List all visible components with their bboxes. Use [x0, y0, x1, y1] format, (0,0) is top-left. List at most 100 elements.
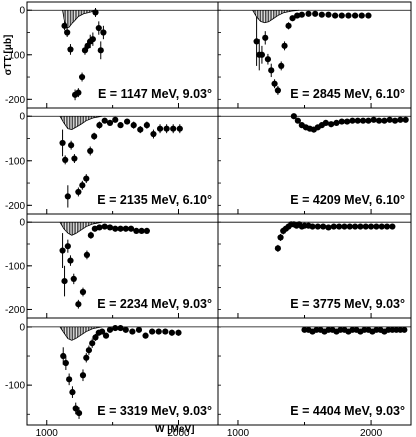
data-point: [133, 227, 140, 235]
data-point: [79, 288, 87, 296]
model-curve: [59, 115, 103, 131]
data-point: [162, 328, 169, 335]
data-point: [122, 326, 129, 333]
data-point: [358, 12, 365, 19]
data-point: [176, 125, 183, 132]
data-point: [61, 277, 68, 285]
data-point: [274, 245, 281, 252]
panel-1: -200 -100 0 E = 1147 MeV, 9.03°: [5, 1, 219, 109]
panel-4: E = 4209 MeV, 6.10°: [217, 107, 412, 215]
data-point: [75, 188, 82, 196]
data-points: [59, 223, 150, 309]
x-tick-label: 1000: [227, 428, 250, 437]
data-point: [59, 139, 66, 147]
data-point: [285, 22, 292, 29]
data-point: [122, 225, 129, 232]
y-tick-label: -100: [5, 50, 25, 61]
data-point: [66, 376, 73, 383]
data-point: [101, 117, 108, 124]
model-band: [59, 115, 103, 131]
data-point: [100, 29, 107, 36]
y-tick-label: 0: [19, 218, 25, 229]
data-point: [91, 133, 98, 140]
y-tick-label: 0: [19, 112, 25, 123]
model-band: [62, 9, 97, 29]
panel-label: E = 4209 MeV, 6.10°: [290, 193, 405, 207]
data-point: [163, 125, 170, 132]
data-point: [170, 125, 177, 132]
data-point: [95, 24, 102, 32]
data-point: [345, 12, 352, 19]
data-point: [79, 182, 86, 189]
data-point: [112, 324, 119, 332]
data-point: [68, 142, 75, 149]
data-point: [281, 42, 288, 49]
data-point: [96, 224, 103, 231]
data-point: [325, 11, 332, 18]
panel-5: -200 -100 0 E = 2234 MeV, 9.03°: [5, 213, 219, 319]
data-point: [89, 36, 96, 43]
data-point: [401, 326, 408, 333]
model-band: [59, 326, 103, 341]
data-point: [83, 354, 90, 361]
data-point: [142, 332, 149, 339]
data-point: [389, 223, 396, 230]
data-point: [124, 118, 131, 125]
data-point: [62, 156, 69, 163]
data-point: [67, 46, 74, 53]
data-points: [59, 116, 183, 208]
data-point: [102, 332, 110, 339]
data-point: [64, 193, 71, 200]
panel-label: E = 1147 MeV, 9.03°: [98, 87, 212, 101]
data-point: [130, 122, 137, 129]
y-tick-label: -200: [5, 201, 25, 212]
x-tick-label: 2000: [167, 428, 190, 437]
data-point: [298, 11, 305, 18]
data-point: [289, 15, 296, 22]
data-point: [84, 42, 91, 49]
data-point: [312, 10, 319, 17]
data-point: [112, 116, 119, 123]
panel-label: E = 2135 MeV, 6.10°: [97, 193, 212, 207]
x-axis-label: W [MeV]: [155, 424, 194, 435]
data-point: [351, 223, 359, 230]
model-curve: [59, 221, 103, 236]
data-point: [333, 119, 340, 127]
data-point: [117, 122, 124, 129]
data-point: [112, 225, 119, 232]
data-point: [75, 301, 82, 308]
data-point: [357, 223, 364, 230]
data-point: [87, 232, 94, 239]
data-point: [150, 130, 157, 138]
data-point: [318, 11, 325, 18]
data-points: [301, 326, 408, 335]
data-point: [354, 117, 361, 124]
data-point: [341, 223, 348, 230]
data-point: [274, 87, 281, 94]
data-point: [351, 12, 359, 19]
panel-label: E = 3775 MeV, 9.03°: [290, 297, 405, 311]
data-point: [375, 117, 383, 124]
data-point: [277, 234, 284, 241]
data-point: [78, 73, 86, 81]
y-tick-label: -200: [5, 95, 25, 106]
data-point: [129, 328, 136, 335]
data-point: [87, 147, 94, 155]
data-point: [92, 9, 99, 16]
data-point: [271, 80, 278, 87]
data-point: [344, 118, 351, 125]
data-point: [378, 223, 385, 230]
data-points: [290, 113, 409, 133]
data-point: [314, 223, 321, 230]
data-point: [106, 224, 114, 231]
data-point: [309, 223, 316, 230]
data-point: [127, 225, 135, 232]
data-point: [75, 410, 83, 417]
data-point: [253, 38, 260, 45]
model-curve: [252, 9, 300, 24]
data-point: [328, 121, 335, 128]
data-point: [89, 340, 96, 347]
y-tick-label: 0: [19, 6, 25, 17]
data-point: [69, 389, 76, 396]
panel-8: 1000 2000 E = 4404 MeV, 9.03°: [217, 317, 412, 437]
